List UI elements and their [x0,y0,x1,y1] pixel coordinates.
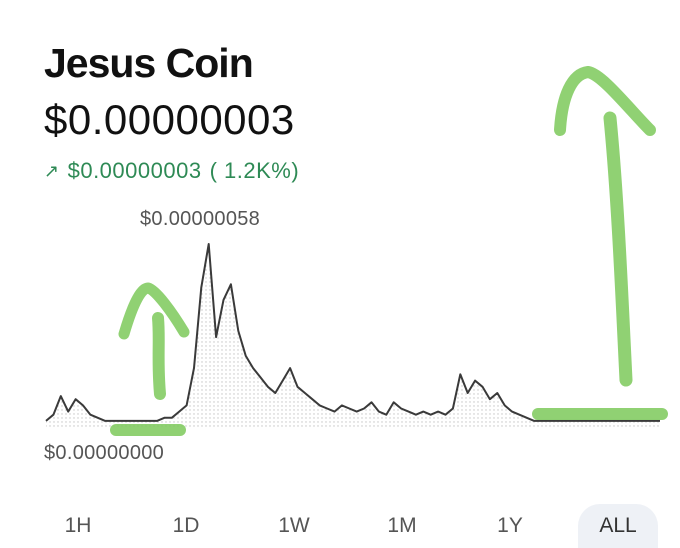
tab-1y[interactable]: 1Y [497,514,523,537]
chart-low-label: $0.00000000 [44,442,165,464]
chart-high-label: $0.00000058 [140,208,261,230]
annotation-big-arrow-head [554,66,656,136]
tab-1h[interactable]: 1H [64,514,92,537]
chart-area-fill [46,244,660,428]
coin-name: Jesus Coin [44,40,254,86]
tab-all[interactable]: ALL [578,504,658,548]
hand-drawn-annotations [110,66,668,436]
tab-1m[interactable]: 1M [387,514,417,537]
annotation-small-arrow-head [118,282,190,340]
annotation-big-arrow-shaft [603,111,633,387]
timeframe-tabs: 1H 1D 1W 1M 1Y ALL [0,504,680,548]
price-change-percent: ( 1.2K%) [209,158,300,183]
chart-price-line [45,243,660,422]
price-change-value: $0.00000003 [67,158,202,183]
price-change: ↗ $0.00000003 ( 1.2K%) [44,158,299,184]
tab-1d[interactable]: 1D [172,514,200,537]
tab-1w[interactable]: 1W [278,514,310,537]
arrow-up-right-icon: ↗ [44,160,60,181]
coin-price: $0.00000003 [44,96,295,143]
annotation-small-arrow-shaft [152,312,166,400]
